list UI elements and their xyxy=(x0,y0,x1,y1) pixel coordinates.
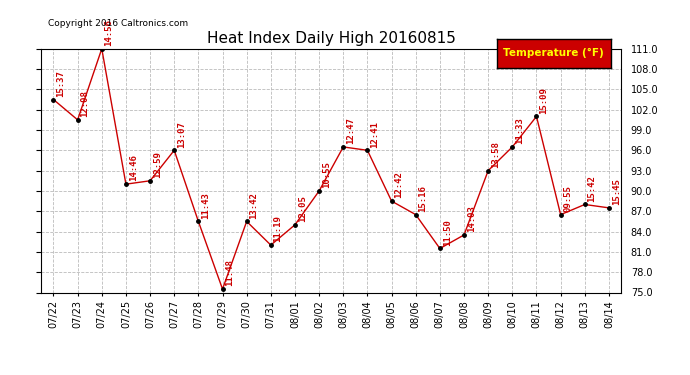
Text: 11:19: 11:19 xyxy=(274,216,283,242)
Text: 12:05: 12:05 xyxy=(298,195,307,222)
Text: 15:42: 15:42 xyxy=(588,175,597,202)
Text: 10:55: 10:55 xyxy=(322,161,331,188)
Text: 12:47: 12:47 xyxy=(346,117,355,144)
Text: 14:46: 14:46 xyxy=(129,154,138,182)
Text: 12:41: 12:41 xyxy=(371,121,380,147)
Title: Heat Index Daily High 20160815: Heat Index Daily High 20160815 xyxy=(207,31,455,46)
Text: 15:37: 15:37 xyxy=(57,70,66,97)
Text: 15:16: 15:16 xyxy=(419,185,428,212)
Text: 14:03: 14:03 xyxy=(467,205,476,232)
Text: 11:33: 11:33 xyxy=(515,117,524,144)
Text: 15:45: 15:45 xyxy=(612,178,621,205)
Text: 12:42: 12:42 xyxy=(395,171,404,198)
Text: 15:09: 15:09 xyxy=(540,87,549,114)
Text: 14:56: 14:56 xyxy=(105,19,114,46)
Text: 12:08: 12:08 xyxy=(81,90,90,117)
Text: 13:07: 13:07 xyxy=(177,121,186,147)
Text: 12:59: 12:59 xyxy=(153,151,162,178)
Text: Temperature (°F): Temperature (°F) xyxy=(503,48,604,58)
Text: Copyright 2016 Caltronics.com: Copyright 2016 Caltronics.com xyxy=(48,19,188,28)
Text: 13:42: 13:42 xyxy=(250,192,259,219)
Text: 09:55: 09:55 xyxy=(564,185,573,212)
Text: 11:43: 11:43 xyxy=(201,192,210,219)
Text: 11:48: 11:48 xyxy=(226,260,235,286)
Text: 13:58: 13:58 xyxy=(491,141,500,168)
Text: 11:50: 11:50 xyxy=(443,219,452,246)
